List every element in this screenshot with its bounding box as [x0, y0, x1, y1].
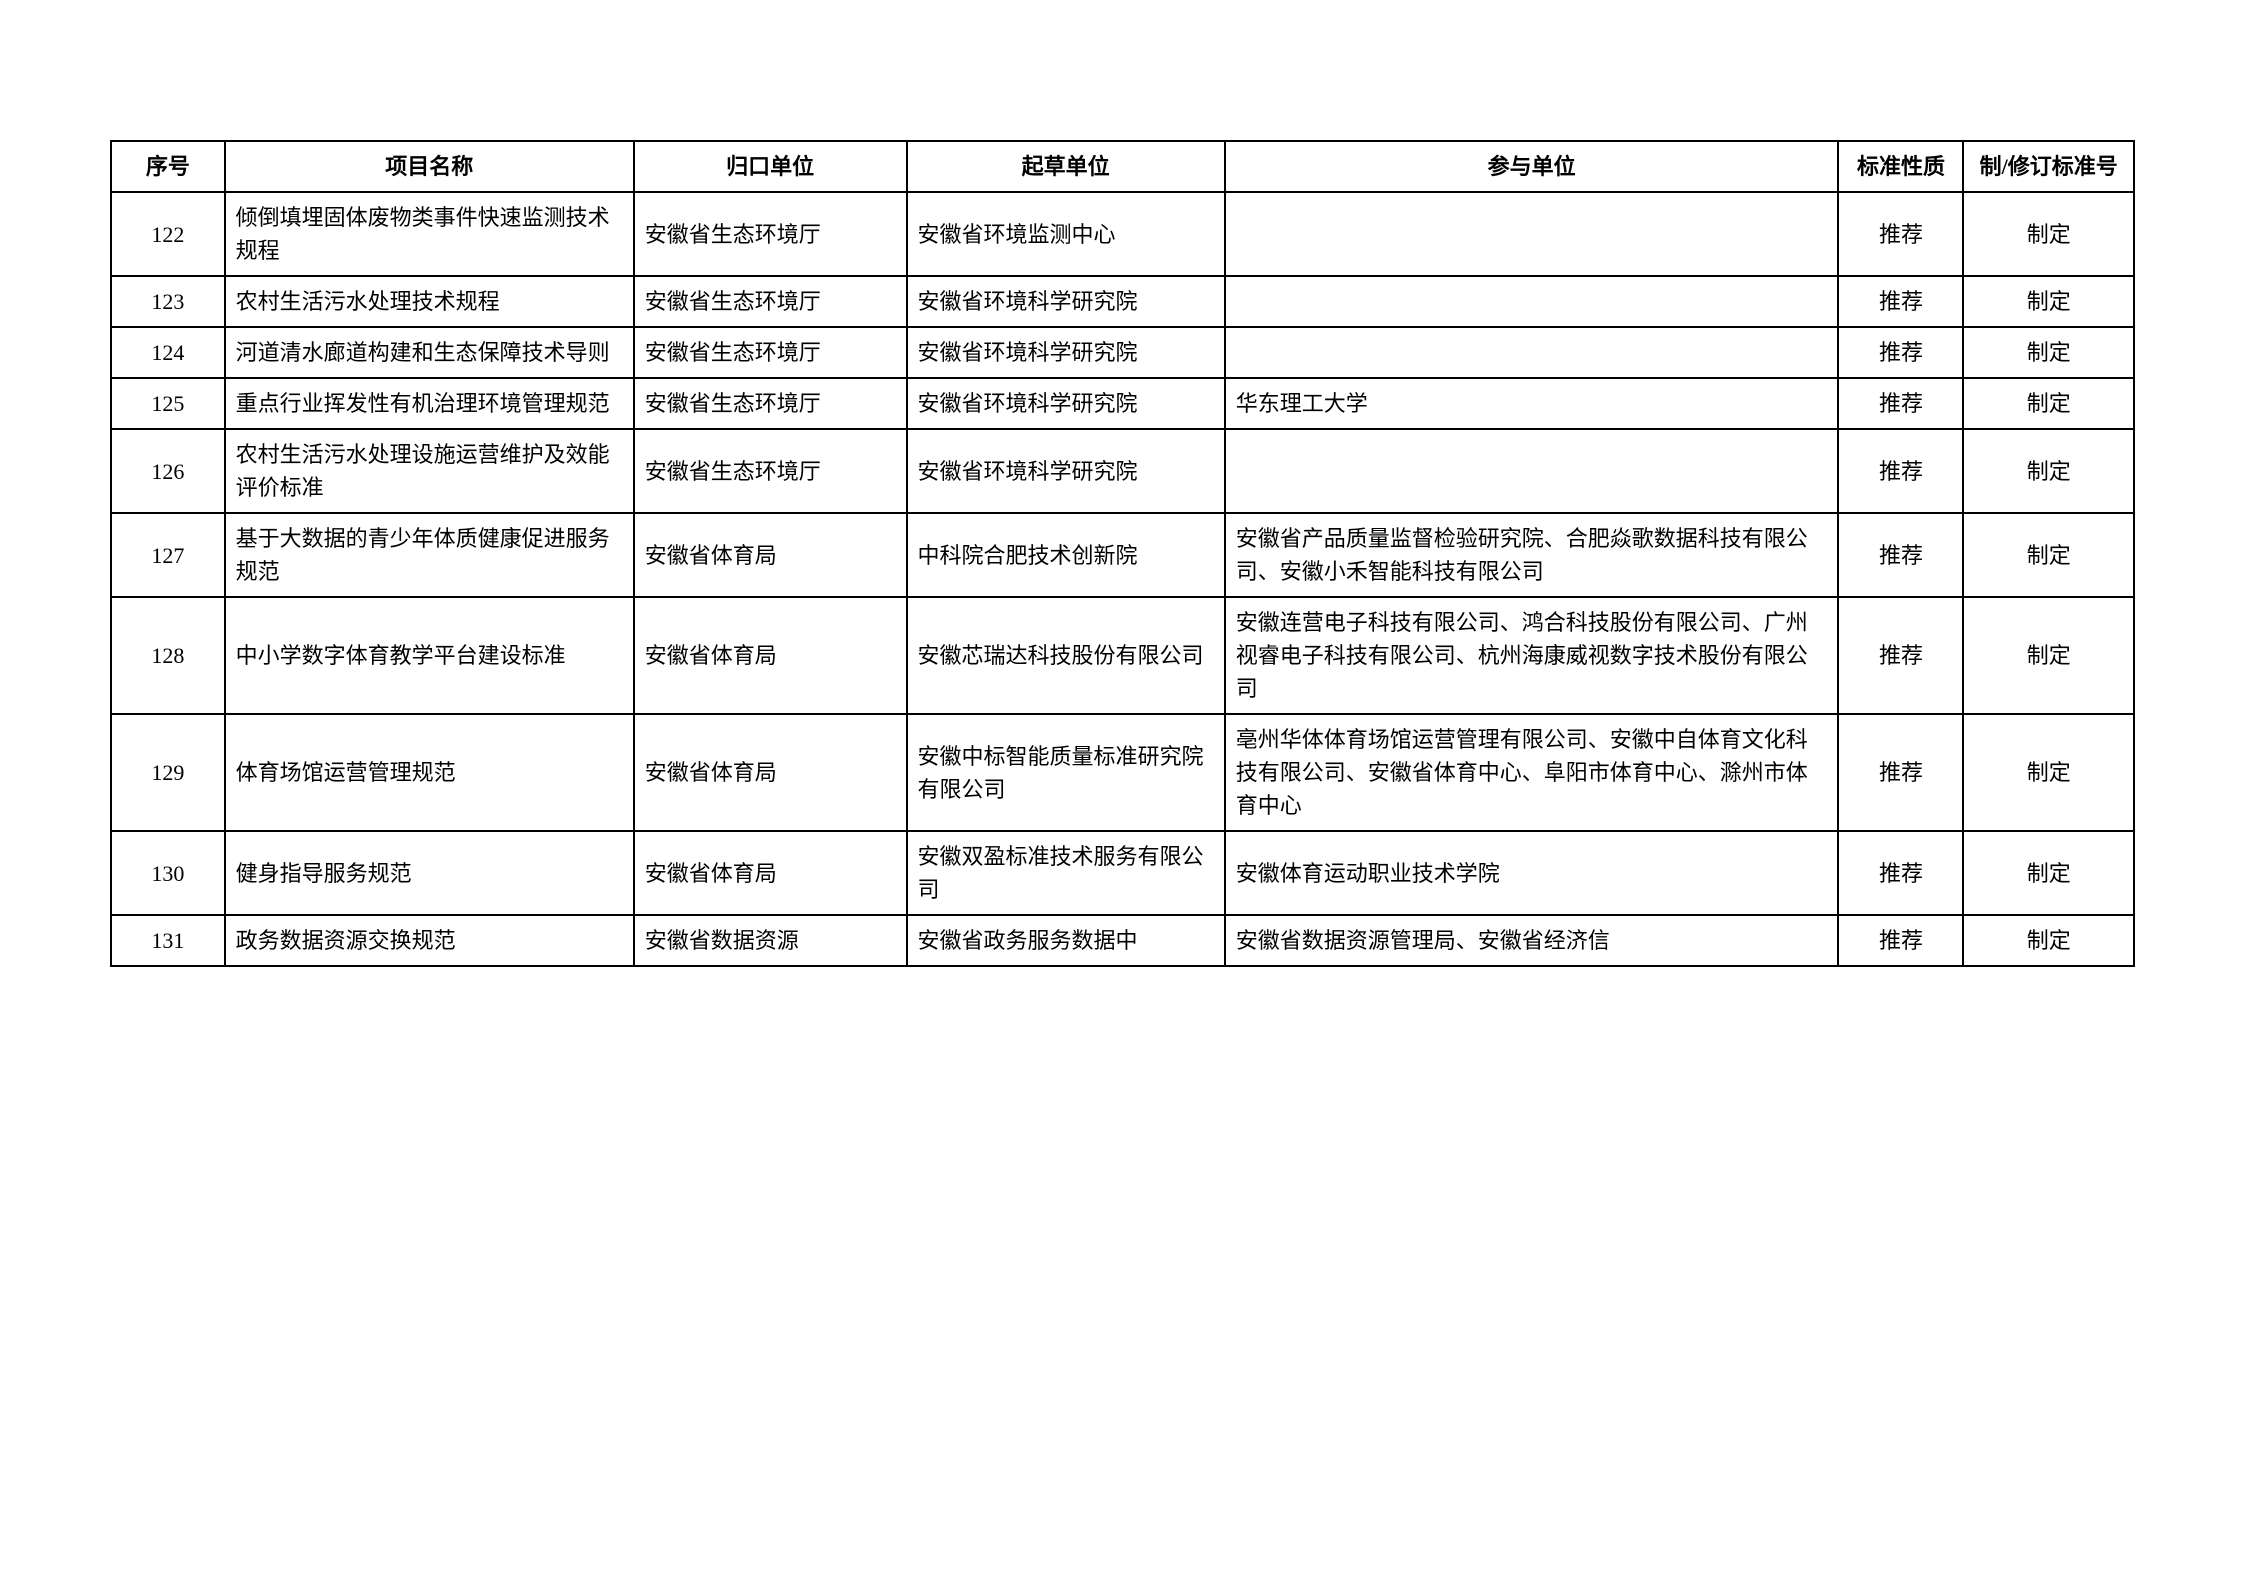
- cell-name: 健身指导服务规范: [225, 831, 634, 915]
- cell-nature: 推荐: [1838, 378, 1963, 429]
- col-draft-header: 起草单位: [907, 141, 1225, 192]
- table-row: 123 农村生活污水处理技术规程 安徽省生态环境厅 安徽省环境科学研究院 推荐 …: [111, 276, 2134, 327]
- cell-draft: 安徽省政务服务数据中: [907, 915, 1225, 966]
- cell-seq: 127: [111, 513, 225, 597]
- cell-nature: 推荐: [1838, 327, 1963, 378]
- cell-part: [1225, 429, 1839, 513]
- cell-part: 安徽连营电子科技有限公司、鸿合科技股份有限公司、广州视睿电子科技有限公司、杭州海…: [1225, 597, 1839, 714]
- cell-nature: 推荐: [1838, 192, 1963, 276]
- table-row: 131 政务数据资源交换规范 安徽省数据资源 安徽省政务服务数据中 安徽省数据资…: [111, 915, 2134, 966]
- cell-revise: 制定: [1963, 429, 2134, 513]
- cell-draft: 安徽省环境科学研究院: [907, 327, 1225, 378]
- cell-seq: 128: [111, 597, 225, 714]
- cell-part: [1225, 276, 1839, 327]
- cell-seq: 124: [111, 327, 225, 378]
- cell-draft: 安徽中标智能质量标准研究院有限公司: [907, 714, 1225, 831]
- col-nature-header: 标准性质: [1838, 141, 1963, 192]
- cell-part: [1225, 192, 1839, 276]
- cell-dept: 安徽省生态环境厅: [634, 378, 907, 429]
- cell-seq: 122: [111, 192, 225, 276]
- cell-draft: 安徽省环境监测中心: [907, 192, 1225, 276]
- table-header-row: 序号 项目名称 归口单位 起草单位 参与单位 标准性质 制/修订标准号: [111, 141, 2134, 192]
- cell-dept: 安徽省体育局: [634, 831, 907, 915]
- cell-draft: 安徽双盈标准技术服务有限公司: [907, 831, 1225, 915]
- cell-seq: 123: [111, 276, 225, 327]
- cell-draft: 安徽省环境科学研究院: [907, 429, 1225, 513]
- cell-seq: 126: [111, 429, 225, 513]
- cell-dept: 安徽省体育局: [634, 597, 907, 714]
- cell-seq: 125: [111, 378, 225, 429]
- cell-part: 安徽体育运动职业技术学院: [1225, 831, 1839, 915]
- col-part-header: 参与单位: [1225, 141, 1839, 192]
- cell-draft: 安徽省环境科学研究院: [907, 378, 1225, 429]
- cell-name: 倾倒填埋固体废物类事件快速监测技术规程: [225, 192, 634, 276]
- cell-nature: 推荐: [1838, 513, 1963, 597]
- table-row: 125 重点行业挥发性有机治理环境管理规范 安徽省生态环境厅 安徽省环境科学研究…: [111, 378, 2134, 429]
- cell-part: 华东理工大学: [1225, 378, 1839, 429]
- cell-revise: 制定: [1963, 378, 2134, 429]
- cell-dept: 安徽省生态环境厅: [634, 276, 907, 327]
- cell-name: 体育场馆运营管理规范: [225, 714, 634, 831]
- cell-dept: 安徽省体育局: [634, 714, 907, 831]
- col-name-header: 项目名称: [225, 141, 634, 192]
- cell-revise: 制定: [1963, 513, 2134, 597]
- cell-nature: 推荐: [1838, 276, 1963, 327]
- standards-table: 序号 项目名称 归口单位 起草单位 参与单位 标准性质 制/修订标准号 122 …: [110, 140, 2135, 967]
- cell-revise: 制定: [1963, 714, 2134, 831]
- cell-revise: 制定: [1963, 597, 2134, 714]
- cell-seq: 130: [111, 831, 225, 915]
- cell-dept: 安徽省生态环境厅: [634, 327, 907, 378]
- cell-revise: 制定: [1963, 192, 2134, 276]
- cell-nature: 推荐: [1838, 831, 1963, 915]
- table-row: 126 农村生活污水处理设施运营维护及效能评价标准 安徽省生态环境厅 安徽省环境…: [111, 429, 2134, 513]
- cell-draft: 中科院合肥技术创新院: [907, 513, 1225, 597]
- table-row: 124 河道清水廊道构建和生态保障技术导则 安徽省生态环境厅 安徽省环境科学研究…: [111, 327, 2134, 378]
- cell-nature: 推荐: [1838, 714, 1963, 831]
- cell-name: 农村生活污水处理技术规程: [225, 276, 634, 327]
- col-revise-header: 制/修订标准号: [1963, 141, 2134, 192]
- page-container: 序号 项目名称 归口单位 起草单位 参与单位 标准性质 制/修订标准号 122 …: [0, 0, 2245, 1588]
- cell-part: 安徽省数据资源管理局、安徽省经济信: [1225, 915, 1839, 966]
- cell-name: 基于大数据的青少年体质健康促进服务规范: [225, 513, 634, 597]
- cell-revise: 制定: [1963, 831, 2134, 915]
- cell-revise: 制定: [1963, 276, 2134, 327]
- cell-part: 亳州华体体育场馆运营管理有限公司、安徽中自体育文化科技有限公司、安徽省体育中心、…: [1225, 714, 1839, 831]
- cell-seq: 131: [111, 915, 225, 966]
- cell-part: [1225, 327, 1839, 378]
- col-dept-header: 归口单位: [634, 141, 907, 192]
- cell-nature: 推荐: [1838, 597, 1963, 714]
- col-seq-header: 序号: [111, 141, 225, 192]
- table-row: 128 中小学数字体育教学平台建设标准 安徽省体育局 安徽芯瑞达科技股份有限公司…: [111, 597, 2134, 714]
- cell-name: 政务数据资源交换规范: [225, 915, 634, 966]
- table-body: 122 倾倒填埋固体废物类事件快速监测技术规程 安徽省生态环境厅 安徽省环境监测…: [111, 192, 2134, 966]
- cell-name: 河道清水廊道构建和生态保障技术导则: [225, 327, 634, 378]
- cell-dept: 安徽省体育局: [634, 513, 907, 597]
- cell-revise: 制定: [1963, 915, 2134, 966]
- cell-revise: 制定: [1963, 327, 2134, 378]
- cell-dept: 安徽省生态环境厅: [634, 192, 907, 276]
- cell-part: 安徽省产品质量监督检验研究院、合肥焱歌数据科技有限公司、安徽小禾智能科技有限公司: [1225, 513, 1839, 597]
- cell-dept: 安徽省数据资源: [634, 915, 907, 966]
- cell-nature: 推荐: [1838, 429, 1963, 513]
- cell-name: 重点行业挥发性有机治理环境管理规范: [225, 378, 634, 429]
- cell-seq: 129: [111, 714, 225, 831]
- table-row: 129 体育场馆运营管理规范 安徽省体育局 安徽中标智能质量标准研究院有限公司 …: [111, 714, 2134, 831]
- cell-name: 中小学数字体育教学平台建设标准: [225, 597, 634, 714]
- cell-nature: 推荐: [1838, 915, 1963, 966]
- table-row: 130 健身指导服务规范 安徽省体育局 安徽双盈标准技术服务有限公司 安徽体育运…: [111, 831, 2134, 915]
- cell-name: 农村生活污水处理设施运营维护及效能评价标准: [225, 429, 634, 513]
- cell-dept: 安徽省生态环境厅: [634, 429, 907, 513]
- cell-draft: 安徽省环境科学研究院: [907, 276, 1225, 327]
- cell-draft: 安徽芯瑞达科技股份有限公司: [907, 597, 1225, 714]
- table-row: 122 倾倒填埋固体废物类事件快速监测技术规程 安徽省生态环境厅 安徽省环境监测…: [111, 192, 2134, 276]
- table-row: 127 基于大数据的青少年体质健康促进服务规范 安徽省体育局 中科院合肥技术创新…: [111, 513, 2134, 597]
